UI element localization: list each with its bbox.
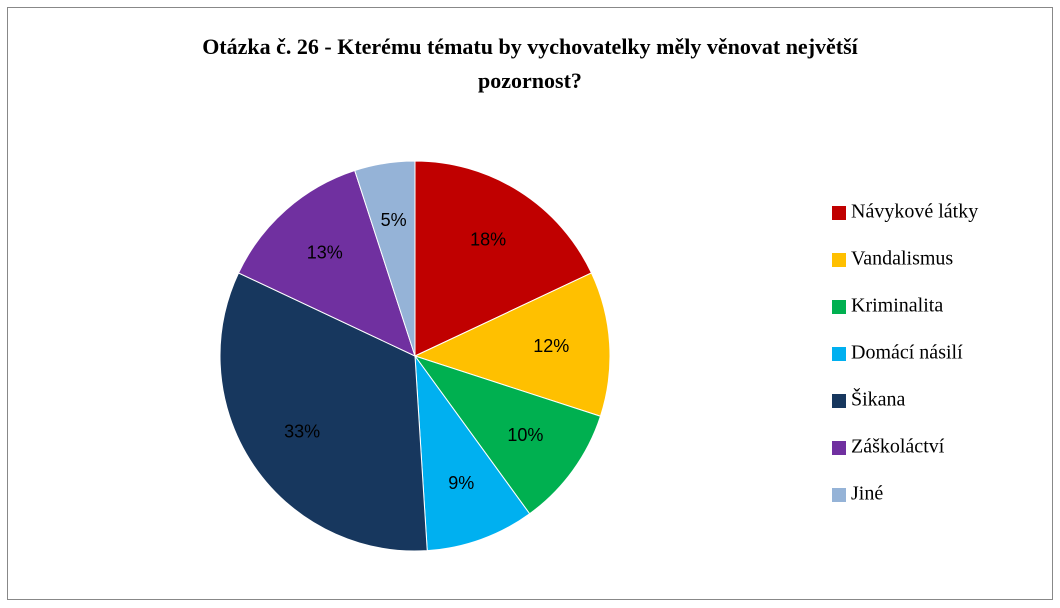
legend-label: Jiné (851, 483, 883, 505)
pie-slice (413, 272, 611, 417)
legend-swatch (832, 488, 846, 502)
legend-swatch (832, 441, 846, 455)
pie-slice (414, 354, 531, 552)
legend-label: Domácí násilí (851, 342, 963, 364)
legend-swatch (832, 206, 846, 220)
pie-slice (413, 355, 602, 515)
data-label: 13% (307, 242, 343, 262)
pie-slice (219, 272, 428, 552)
data-label: 10% (507, 425, 543, 445)
data-label: 12% (533, 336, 569, 356)
legend-label: Šikana (851, 387, 906, 411)
legend-label: Návykové látky (851, 201, 978, 223)
data-label: 33% (284, 421, 320, 441)
legend-label: Vandalismus (851, 248, 953, 270)
legend-swatch (832, 300, 846, 314)
pie-slice (414, 160, 593, 357)
pie-slice (237, 169, 416, 357)
legend-label: Záškoláctví (851, 436, 945, 458)
legend-swatch (832, 347, 846, 361)
data-label: 5% (381, 210, 407, 230)
legend-swatch (832, 394, 846, 408)
legend-swatch (832, 253, 846, 267)
pie-slice (354, 160, 416, 357)
data-label: 18% (470, 229, 506, 249)
data-label: 9% (448, 473, 474, 493)
chart-title: Otázka č. 26 - Kterému tématu by vychova… (202, 34, 858, 93)
legend-label: Kriminalita (851, 295, 943, 317)
